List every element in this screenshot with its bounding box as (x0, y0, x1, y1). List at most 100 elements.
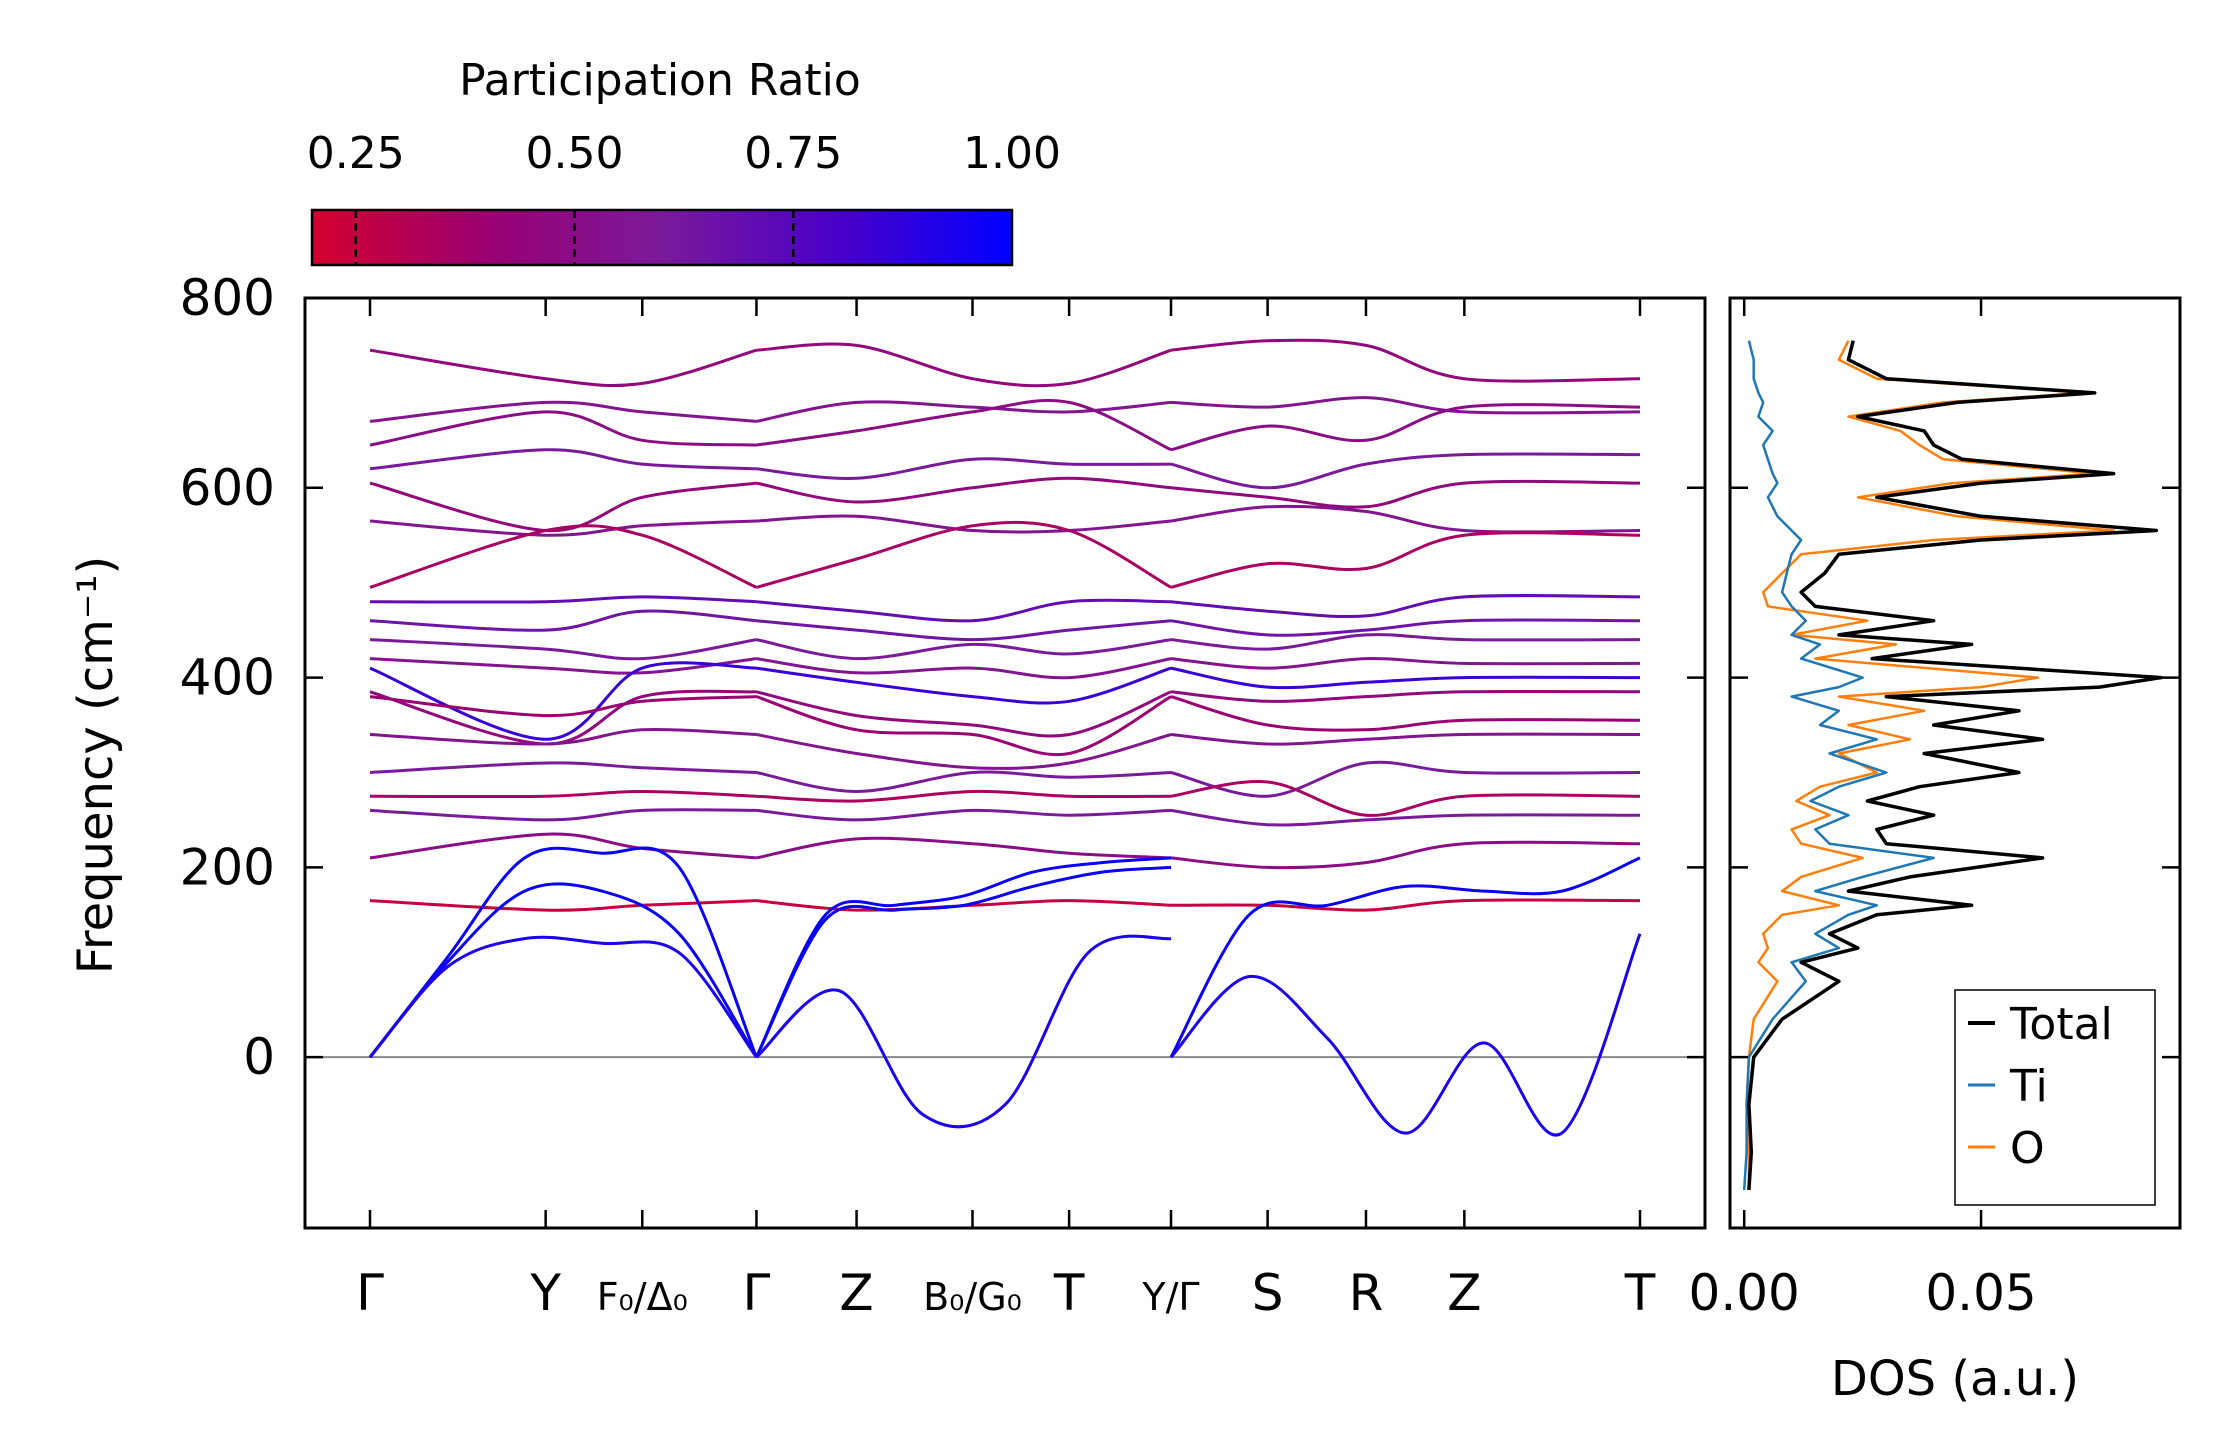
dispersion-axes-frame (303, 296, 1707, 1230)
legend-label-total: Total (2009, 999, 2113, 1050)
phonon-branch (369, 519, 757, 537)
x-tick-label: T (1624, 1264, 1656, 1322)
phonon-branch (756, 666, 1172, 705)
phonon-branch (756, 836, 1172, 860)
phonon-branch (1170, 760, 1641, 798)
phonon-branch (756, 619, 1172, 642)
phonon-branch (755, 520, 1172, 589)
x-tick-label: Z (839, 1264, 873, 1322)
phonon-branch (756, 690, 1172, 738)
legend-label-o: O (2010, 1123, 2045, 1174)
phonon-branch (369, 899, 757, 912)
phonon-branch (1170, 452, 1641, 490)
phonon-branch (756, 400, 1172, 423)
x-tick-label: S (1252, 1264, 1284, 1322)
phonon-branch (756, 899, 1172, 912)
phonon-branch (755, 695, 1172, 757)
phonon-branch (369, 400, 757, 423)
phonon-branch (1170, 808, 1641, 827)
phonon-branch (369, 524, 758, 589)
phonon-branch (1170, 780, 1641, 817)
phonon-branch (756, 342, 1172, 388)
dos-series-total (1747, 340, 2163, 1191)
phonon-branch (369, 448, 757, 471)
colorbar-gradient (310, 208, 1014, 267)
y-axis-label: Frequency (cm⁻¹) (68, 556, 124, 974)
phonon-branch (1170, 618, 1641, 637)
acoustic-branch (1169, 856, 1641, 1058)
phonon-branch (1170, 531, 1641, 589)
phonon-branch (1170, 396, 1641, 415)
y-tick-label: 800 (180, 269, 275, 327)
phonon-branch (1170, 594, 1641, 619)
x-tick-label: B₀/G₀ (923, 1275, 1022, 1319)
acoustic-branch (368, 846, 758, 1059)
phonon-branch (756, 514, 1172, 534)
phonon-branch (1170, 338, 1641, 383)
phonon-branch (1170, 633, 1641, 651)
x-tick-label: Y/Γ (1141, 1275, 1199, 1319)
phonon-branch (369, 689, 757, 746)
colorbar-title: Participation Ratio (459, 55, 861, 106)
phonon-branch (756, 598, 1172, 623)
x-tick-label: Y (529, 1264, 561, 1322)
phonon-branch (369, 808, 757, 822)
phonon-branch (369, 695, 757, 718)
phonon-branch (756, 638, 1172, 661)
phonon-branch (756, 399, 1172, 452)
phonon-branch (1170, 898, 1641, 912)
colorbar-tick-label: 0.75 (744, 128, 842, 179)
colorbar-tick-label: 1.00 (963, 128, 1061, 179)
phonon-branch (756, 733, 1172, 770)
acoustic-branch (1169, 933, 1642, 1137)
phonon-branch (756, 770, 1172, 794)
colorbar-tick-label: 0.25 (307, 128, 405, 179)
phonon-branch (1170, 695, 1641, 732)
dos-axes-frame (1728, 296, 2182, 1230)
phonon-branch (1170, 666, 1641, 690)
phonon-branch (756, 457, 1172, 480)
x-tick-label: R (1349, 1264, 1384, 1322)
y-tick-label: 400 (180, 649, 275, 707)
phonon-branch (1170, 504, 1641, 534)
dos-series-o (1745, 340, 2115, 1190)
x-tick-label: T (1053, 1264, 1085, 1322)
x-tick-label: Z (1447, 1264, 1481, 1322)
phonon-branch (756, 789, 1172, 803)
dos-legend: Total Ti O (1954, 989, 2156, 1206)
acoustic-branch (755, 865, 1172, 1058)
dos-series-ti (1742, 340, 1935, 1191)
legend-label-ti: Ti (2009, 1061, 2048, 1112)
dispersion-panel: 0 200 400 600 800 Γ Y F₀/Δ₀ Γ Z B₀/G₀ T Y/Γ S R Z T Fre… (68, 269, 1707, 1322)
y-tick-label: 600 (180, 459, 275, 517)
dos-x-axis-label: DOS (a.u.) (1831, 1351, 2079, 1407)
dos-x-tick-label: 0.00 (1689, 1264, 1800, 1322)
x-tick-label: Γ (743, 1264, 771, 1322)
phonon-branch (369, 348, 757, 388)
colorbar: Participation Ratio 0.25 0.50 0.75 1.00 (307, 55, 1061, 267)
phonon-branch (369, 481, 757, 533)
colorbar-tick-label: 0.50 (526, 128, 624, 179)
acoustic-branch (368, 935, 758, 1059)
phonon-branch (369, 638, 757, 661)
phonon-branch (369, 595, 757, 604)
y-tick-label: 0 (243, 1028, 275, 1086)
dos-x-tick-label: 0.05 (1925, 1264, 2036, 1322)
phonon-branch (369, 728, 757, 746)
phonon-branch (1170, 403, 1641, 452)
phonon-branch (369, 661, 757, 741)
phonon-branch (369, 609, 757, 632)
acoustic-branch (755, 934, 1172, 1129)
y-tick-label: 200 (180, 838, 275, 896)
phonon-branch (756, 808, 1172, 822)
phonon-branch (369, 789, 757, 799)
phonon-branch (369, 657, 757, 675)
acoustic-branch (755, 856, 1172, 1058)
phonon-branch (369, 410, 757, 447)
phonon-branch (756, 476, 1172, 504)
x-tick-label: Γ (356, 1264, 384, 1322)
x-tick-label: F₀/Δ₀ (597, 1275, 688, 1319)
phonon-branch (1170, 840, 1641, 870)
phonon-branch (1170, 657, 1641, 670)
